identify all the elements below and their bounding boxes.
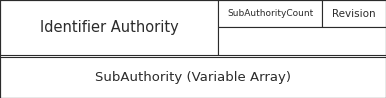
Text: SubAuthority (Variable Array): SubAuthority (Variable Array) — [95, 71, 291, 84]
Bar — [218, 27, 386, 55]
Text: Identifier Authority: Identifier Authority — [40, 20, 178, 35]
Bar — [322, 0, 386, 27]
Text: SubAuthorityCount: SubAuthorityCount — [227, 9, 313, 18]
Bar — [0, 57, 386, 98]
Bar — [0, 0, 218, 55]
Bar — [218, 0, 322, 27]
Text: Revision: Revision — [332, 9, 376, 19]
